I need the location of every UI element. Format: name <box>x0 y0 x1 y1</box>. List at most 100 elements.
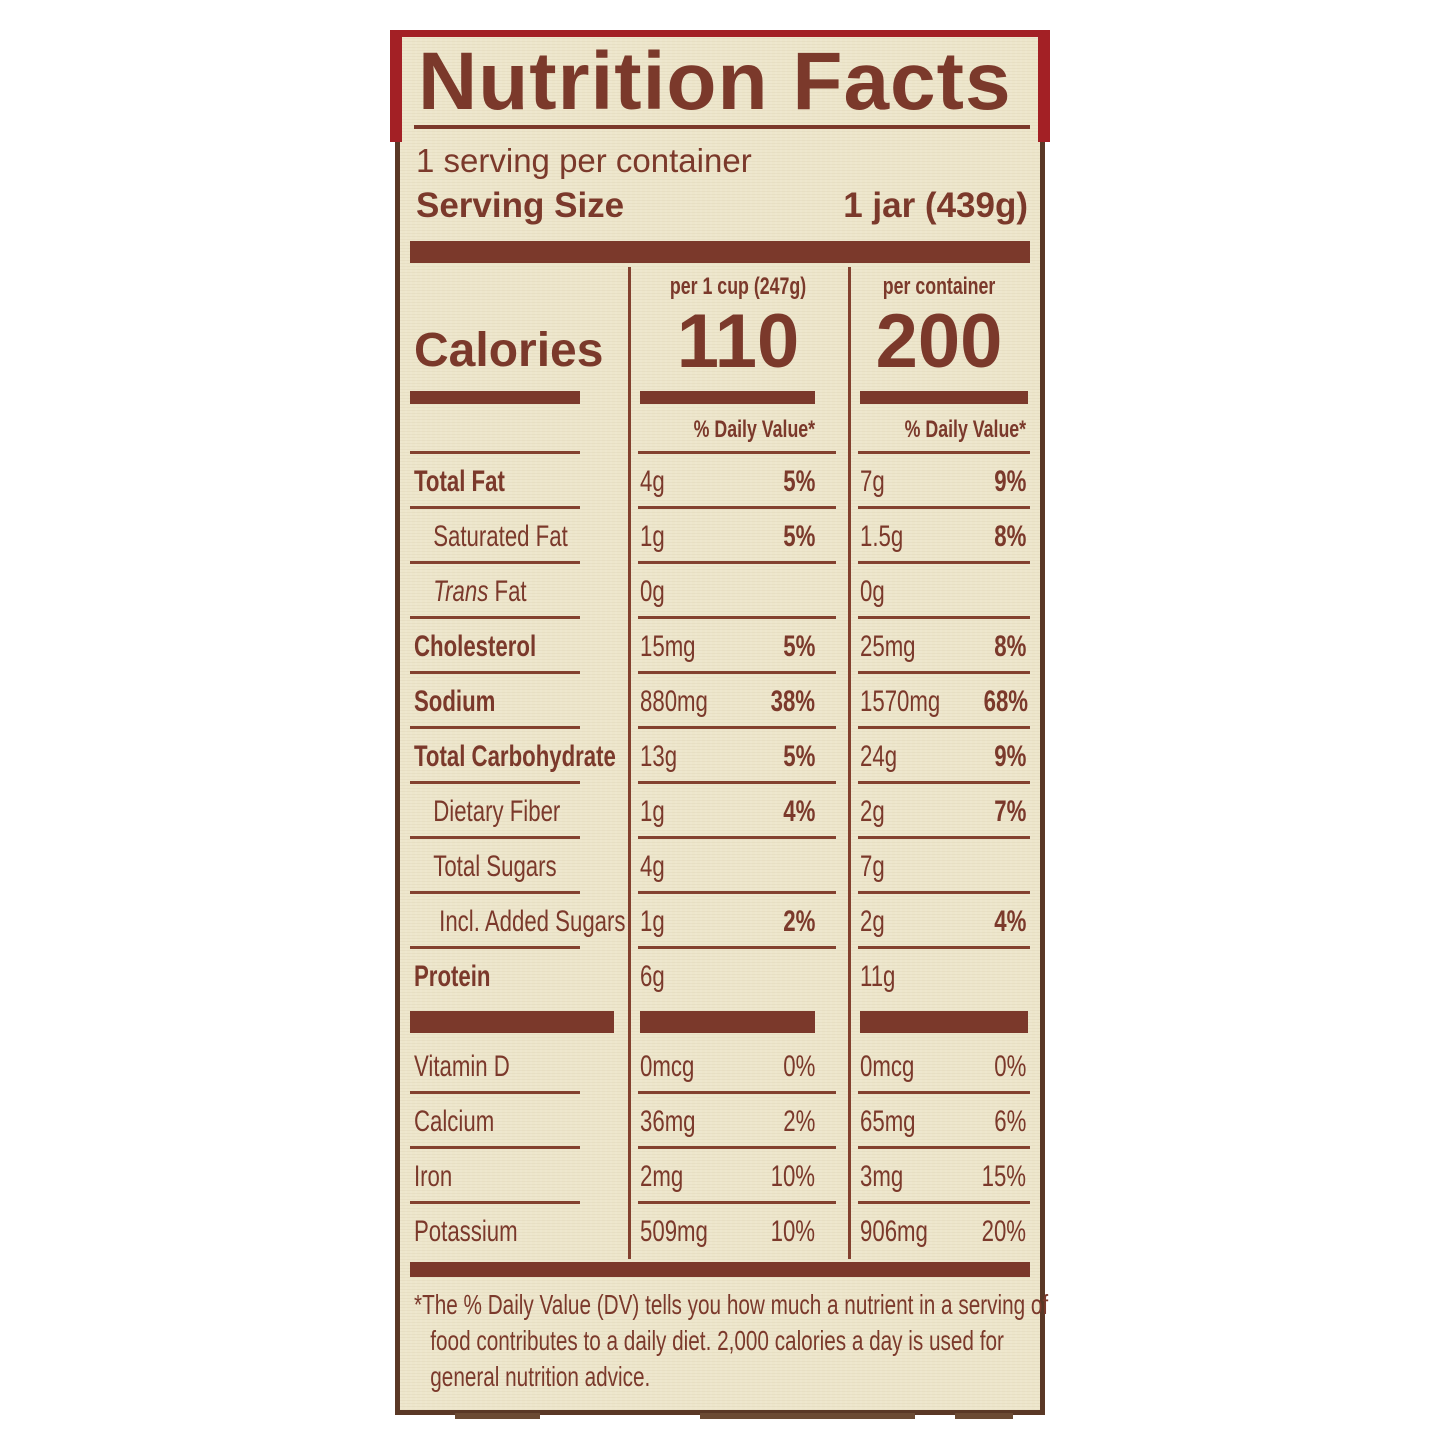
amount-per-container: 2g <box>860 795 885 828</box>
daily-value-per-cup: 38% <box>770 685 815 718</box>
red-label-trim-top <box>390 30 1050 37</box>
daily-value-per-cup: 4% <box>782 795 815 828</box>
daily-value-header-row: % Daily Value* % Daily Value* <box>410 404 1030 454</box>
nutrient-label: Protein <box>414 960 491 993</box>
amount-per-cup: 0mcg <box>640 1050 695 1083</box>
amount-per-container: 1.5g <box>860 520 904 553</box>
nutrient-label: Dietary Fiber <box>433 795 561 828</box>
amount-per-container: 24g <box>860 740 898 773</box>
amount-per-container: 2g <box>860 905 885 938</box>
nutrient-label: Trans Fat <box>433 575 527 608</box>
daily-value-per-cup: 5% <box>782 630 815 663</box>
nutrient-row: Iron 2mg 10% 3mg 15% <box>410 1149 1030 1204</box>
nutrient-row: Total Sugars 4g 7g <box>410 839 1030 894</box>
daily-value-per-container: 8% <box>993 520 1026 553</box>
daily-value-per-container: 8% <box>993 630 1026 663</box>
daily-value-per-container: 6% <box>993 1105 1026 1138</box>
daily-value-per-container: 7% <box>993 795 1026 828</box>
daily-value-per-cup: 0% <box>782 1050 815 1083</box>
column-divider-per-cup <box>628 267 631 1259</box>
amount-per-cup: 1g <box>640 905 665 938</box>
serving-size-row: Serving Size 1 jar (439g) <box>416 183 1028 229</box>
amount-per-container: 906mg <box>860 1215 928 1248</box>
nutrient-row: Trans Fat 0g 0g <box>410 564 1030 619</box>
daily-value-per-container: 15% <box>981 1160 1026 1193</box>
amount-per-container: 65mg <box>860 1105 916 1138</box>
daily-value-per-container: 9% <box>993 740 1026 773</box>
nutrient-row: Calcium 36mg 2% 65mg 6% <box>410 1094 1030 1149</box>
calories-underline-bar <box>410 391 580 404</box>
amount-per-cup: 2mg <box>640 1160 684 1193</box>
amount-per-container: 7g <box>860 850 885 883</box>
nutrient-label: Calcium <box>414 1105 495 1138</box>
daily-value-per-cup: 10% <box>770 1160 815 1193</box>
daily-value-per-cup: 2% <box>782 1105 815 1138</box>
serving-size-label: Serving Size <box>416 186 625 225</box>
nutrient-label: Total Fat <box>414 465 505 498</box>
per-container-calories-value: 200 <box>875 299 1003 384</box>
cutoff-text-mark <box>955 1413 1013 1419</box>
nutrient-label: Saturated Fat <box>433 520 568 553</box>
nutrient-label: Potassium <box>414 1215 518 1248</box>
daily-value-per-cup: 5% <box>782 465 815 498</box>
daily-value-per-cup: 5% <box>782 520 815 553</box>
nutrient-label: Iron <box>414 1160 453 1193</box>
nutrient-row: Incl. Added Sugars 1g 2% 2g 4% <box>410 894 1030 949</box>
panel-title: Nutrition Facts <box>414 41 1030 129</box>
nutrient-label: Total Sugars <box>433 850 557 883</box>
per-cup-column: per 1 cup (247g) 110 <box>628 273 848 404</box>
amount-per-container: 0mcg <box>860 1050 915 1083</box>
nutrient-row: Total Carbohydrate 13g 5% 24g 9% <box>410 729 1030 784</box>
amount-per-cup: 1g <box>640 795 665 828</box>
daily-value-header-per-container: % Daily Value* <box>904 416 1026 443</box>
mineral-rows: Vitamin D 0mcg 0% 0mcg 0% Calcium 36mg 2… <box>410 1039 1030 1259</box>
amount-per-container: 1570mg <box>860 685 941 718</box>
cutoff-text-mark <box>700 1413 915 1419</box>
red-label-trim-left <box>390 30 402 142</box>
cutoff-text-mark <box>455 1413 540 1419</box>
amount-per-cup: 880mg <box>640 685 708 718</box>
amount-per-container: 0g <box>860 575 885 608</box>
servings-per-container-text: 1 serving per container <box>416 142 752 179</box>
nutrient-label: Cholesterol <box>414 630 537 663</box>
nutrient-row: Saturated Fat 1g 5% 1.5g 8% <box>410 509 1030 564</box>
nutrient-row: Dietary Fiber 1g 4% 2g 7% <box>410 784 1030 839</box>
nutrient-label: Sodium <box>414 685 496 718</box>
nutrient-label: Vitamin D <box>414 1050 510 1083</box>
footnote-text: *The % Daily Value (DV) tells you how mu… <box>414 1289 1049 1392</box>
red-label-trim-right <box>1038 30 1050 142</box>
amount-per-cup: 6g <box>640 960 665 993</box>
nutrient-row: Total Fat 4g 5% 7g 9% <box>410 454 1030 509</box>
amount-per-cup: 4g <box>640 465 665 498</box>
daily-value-per-container: 68% <box>984 685 1029 718</box>
amount-per-cup: 1g <box>640 520 665 553</box>
label-content: Nutrition Facts 1 serving per container … <box>400 35 1048 1410</box>
calories-section: Calories per 1 cup (247g) 110 per contai… <box>410 263 1030 404</box>
daily-value-per-container: 9% <box>993 465 1026 498</box>
daily-value-header-per-cup: % Daily Value* <box>693 416 815 443</box>
daily-value-per-cup: 2% <box>782 905 815 938</box>
daily-value-per-container: 20% <box>981 1215 1026 1248</box>
amount-per-cup: 15mg <box>640 630 696 663</box>
amount-per-cup: 13g <box>640 740 678 773</box>
column-divider-per-container <box>848 267 851 1259</box>
calories-label: Calories <box>414 324 604 377</box>
section-separator-bar <box>410 1011 1030 1033</box>
daily-value-per-cup: 10% <box>770 1215 815 1248</box>
nutrient-row: Protein 6g 11g <box>410 949 1030 1004</box>
amount-per-cup: 4g <box>640 850 665 883</box>
amount-per-container: 7g <box>860 465 885 498</box>
calories-label-column: Calories <box>410 273 628 404</box>
daily-value-per-container: 4% <box>993 905 1026 938</box>
daily-value-per-container: 0% <box>993 1050 1026 1083</box>
amount-per-cup: 509mg <box>640 1215 708 1248</box>
calories-underline-bar <box>640 391 815 404</box>
per-cup-calories-value: 110 <box>676 299 800 384</box>
amount-per-container: 25mg <box>860 630 916 663</box>
nutrient-label: Incl. Added Sugars <box>439 905 626 938</box>
amount-per-cup: 36mg <box>640 1105 696 1138</box>
per-container-column: per container 200 <box>848 273 1030 404</box>
per-container-column-header: per container <box>882 273 996 300</box>
footer-separator-bar <box>410 1262 1030 1277</box>
